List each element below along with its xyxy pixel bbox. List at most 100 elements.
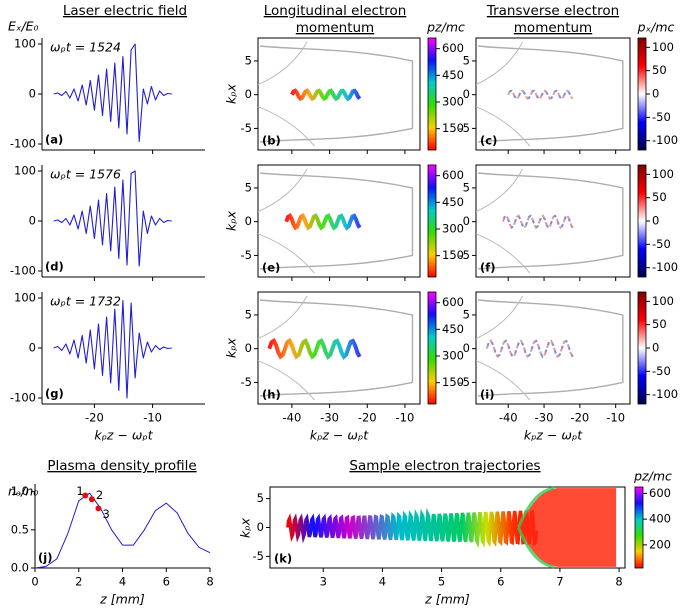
y-tick-label: -5 bbox=[459, 121, 470, 135]
colorbar-tick-label: 600 bbox=[442, 168, 464, 182]
y-tick-label: -5 bbox=[241, 248, 252, 262]
x-axis-label: kₚz − ωₚt bbox=[524, 428, 583, 443]
x-tick-label: -20 bbox=[570, 411, 589, 425]
plot-area bbox=[475, 164, 631, 278]
bubble bbox=[259, 45, 414, 143]
colorbar-tick-label: -50 bbox=[652, 364, 671, 378]
colorbar bbox=[634, 486, 644, 569]
panel-label: (h) bbox=[262, 388, 281, 402]
colorbar-tick-label: 300 bbox=[442, 95, 464, 109]
filament bbox=[475, 41, 531, 147]
colorbar-label: pₓ/mc bbox=[637, 20, 675, 35]
colorbar-tick-label: 600 bbox=[649, 486, 671, 500]
y-tick-label: 5 bbox=[257, 491, 264, 505]
y-axis-label: kₚx bbox=[224, 210, 239, 231]
panel-label: (j) bbox=[38, 551, 52, 565]
title: Sample electron trajectories bbox=[349, 458, 540, 474]
y-tick-label: 5 bbox=[245, 180, 252, 194]
y-tick-label: 1.0 bbox=[11, 484, 29, 498]
colorbar-tick-label: 450 bbox=[442, 195, 464, 209]
x-tick-label: -40 bbox=[499, 411, 518, 425]
colorbar-tick-label: 150 bbox=[442, 121, 464, 135]
y-tick-label: 100 bbox=[14, 291, 36, 305]
filament bbox=[475, 168, 531, 274]
y-tick-label: -5 bbox=[241, 121, 252, 135]
x-tick-label: -20 bbox=[358, 411, 377, 425]
y-tick-label: 0 bbox=[463, 214, 470, 228]
colorbar-tick-label: 50 bbox=[652, 63, 667, 77]
y-tick-label: 0 bbox=[245, 87, 252, 101]
x-tick-label: 4 bbox=[119, 575, 126, 589]
panel-label: (e) bbox=[262, 261, 280, 275]
colorbar-tick-label: 200 bbox=[649, 537, 671, 551]
colorbar-tick-label: 50 bbox=[652, 190, 667, 204]
panel-label: (k) bbox=[274, 552, 292, 566]
y-tick-label: 0 bbox=[29, 87, 36, 101]
title: momentum bbox=[296, 20, 374, 36]
annotation: ωₚt = 1524 bbox=[50, 40, 121, 55]
x-tick-label: 3 bbox=[320, 575, 327, 589]
x-tick-label: -30 bbox=[535, 411, 554, 425]
panel-label: (c) bbox=[480, 134, 497, 148]
trajectory-spread bbox=[518, 488, 617, 567]
annotation: ωₚt = 1732 bbox=[50, 294, 121, 309]
colorbar bbox=[427, 291, 437, 405]
colorbar bbox=[637, 37, 647, 151]
title: Longitudinal electron bbox=[264, 3, 407, 19]
beam bbox=[507, 89, 574, 101]
colorbar-tick-label: 100 bbox=[652, 40, 674, 54]
colorbar-tick-label: 100 bbox=[652, 167, 674, 181]
data-line bbox=[53, 299, 172, 399]
y-tick-label: -5 bbox=[241, 375, 252, 389]
filament bbox=[257, 295, 315, 401]
y-tick-label: -100 bbox=[10, 137, 36, 151]
x-tick-label: 4 bbox=[379, 575, 386, 589]
y-tick-label: -5 bbox=[459, 248, 470, 262]
panel-label: (d) bbox=[45, 260, 64, 274]
marker bbox=[82, 492, 89, 499]
panel-label: (a) bbox=[45, 133, 63, 147]
x-tick-label: -40 bbox=[283, 411, 302, 425]
colorbar-tick-label: 50 bbox=[652, 317, 667, 331]
colorbar-tick-label: 600 bbox=[442, 295, 464, 309]
colorbar-tick-label: -100 bbox=[652, 133, 678, 147]
colorbar-tick-label: 300 bbox=[442, 349, 464, 363]
colorbar bbox=[637, 164, 647, 278]
colorbar-tick-label: -50 bbox=[652, 237, 671, 251]
beam bbox=[290, 88, 362, 102]
y-tick-label: 100 bbox=[14, 164, 36, 178]
beam bbox=[284, 213, 362, 231]
data-line bbox=[34, 492, 211, 569]
colorbar-tick-label: -100 bbox=[652, 387, 678, 401]
marker bbox=[95, 505, 102, 512]
y-tick-label: 0.5 bbox=[11, 522, 29, 536]
y-tick-label: 5 bbox=[245, 307, 252, 321]
marker bbox=[88, 496, 95, 503]
title: Plasma density profile bbox=[47, 458, 196, 474]
x-axis-label: kₚz − ωₚt bbox=[94, 428, 153, 443]
colorbar-tick-label: 0 bbox=[652, 341, 659, 355]
panel-label: (g) bbox=[45, 387, 64, 401]
beam bbox=[267, 337, 362, 360]
x-tick-label: 6 bbox=[163, 575, 170, 589]
x-axis-label: z [mm] bbox=[424, 592, 470, 606]
colorbar-tick-label: 0 bbox=[652, 214, 659, 228]
y-tick-label: -5 bbox=[459, 375, 470, 389]
x-tick-label: -20 bbox=[85, 411, 104, 425]
colorbar bbox=[427, 164, 437, 278]
colorbar-tick-label: 600 bbox=[442, 41, 464, 55]
filament bbox=[475, 295, 531, 401]
colorbar-tick-label: 150 bbox=[442, 248, 464, 262]
colorbar bbox=[427, 37, 437, 151]
title: Transverse electron bbox=[486, 3, 619, 19]
y-tick-label: 0 bbox=[245, 341, 252, 355]
beam bbox=[501, 214, 574, 230]
plot-area bbox=[475, 291, 631, 405]
colorbar-tick-label: 450 bbox=[442, 322, 464, 336]
beam-neg bbox=[485, 339, 574, 359]
x-tick-label: 0 bbox=[31, 575, 38, 589]
y-tick-label: 0 bbox=[245, 214, 252, 228]
x-tick-label: -30 bbox=[320, 411, 339, 425]
colorbar-tick-label: -50 bbox=[652, 110, 671, 124]
